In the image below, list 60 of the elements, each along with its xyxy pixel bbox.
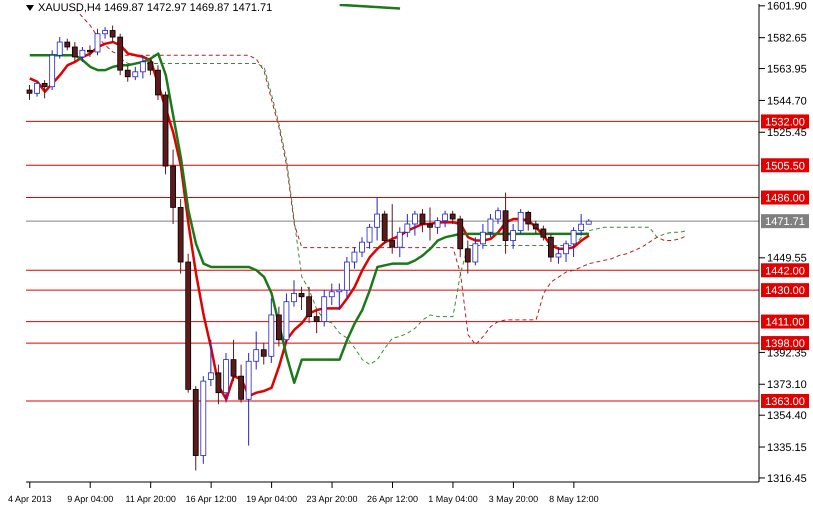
ref-line-label: 1442.00 (765, 265, 805, 278)
x-tick-label: 3 May 20:00 (488, 494, 538, 504)
candlestick (42, 80, 48, 99)
ref-line-label: 1486.00 (765, 192, 805, 205)
candlestick (336, 283, 342, 310)
ref-line-label: 1505.50 (765, 160, 805, 172)
candlestick (132, 66, 138, 81)
x-tick-label: 26 Apr 12:00 (366, 494, 418, 504)
candlestick (56, 36, 63, 60)
candlestick (396, 226, 403, 258)
candlestick (450, 210, 456, 224)
candlestick (525, 210, 532, 232)
candlestick (72, 42, 78, 62)
x-tick-label: 8 May 12:00 (549, 494, 599, 504)
y-tick-label: 1601.90 (767, 0, 807, 13)
y-tick-label: 1392.35 (767, 347, 807, 360)
x-tick-label: 11 Apr 20:00 (126, 494, 176, 504)
chart-title: XAUUSD,H4 1469.87 1472.97 1469.87 1471.71 (38, 2, 272, 14)
x-tick-label: 4 Apr 2013 (8, 494, 52, 504)
candlestick (64, 38, 70, 51)
candlestick (328, 283, 335, 306)
y-tick-label: 1373.10 (767, 379, 807, 392)
y-tick-label: 1449.55 (767, 252, 807, 265)
candlestick (404, 214, 410, 238)
candlestick (208, 339, 214, 387)
candlestick (412, 210, 418, 236)
y-tick-label: 1525.45 (767, 127, 807, 140)
candlestick (260, 342, 267, 366)
candlestick (79, 46, 86, 62)
y-tick-label: 1335.15 (767, 442, 807, 454)
candlestick (518, 208, 524, 234)
candlestick (26, 84, 32, 100)
x-tick-label: 9 Apr 04:00 (67, 494, 114, 504)
y-tick-label: 1354.40 (767, 410, 807, 422)
ref-line-label: 1430.00 (765, 285, 805, 298)
candlestick (510, 223, 516, 250)
candlestick (34, 81, 40, 98)
candlestick (532, 220, 539, 234)
candlestick (464, 240, 471, 274)
y-tick-label: 1563.95 (767, 63, 807, 76)
x-tick-label: 1 May 04:00 (428, 494, 478, 504)
candlestick (389, 204, 396, 254)
candlestick (110, 25, 116, 43)
y-tick-label: 1316.45 (767, 472, 807, 485)
ref-line-label: 1532.00 (765, 116, 805, 128)
candlestick (472, 236, 478, 266)
candlestick (253, 330, 260, 370)
candlestick (314, 309, 320, 334)
y-tick-label: 1582.65 (767, 32, 807, 45)
candlestick (124, 64, 131, 82)
candlestick (216, 364, 222, 405)
x-tick-label: 16 Apr 12:00 (186, 494, 237, 504)
ref-line-label: 1363.00 (765, 396, 805, 408)
x-tick-label: 19 Apr 04:00 (246, 494, 298, 504)
candlestick (87, 44, 93, 58)
ref-line-label: 1411.00 (766, 316, 804, 329)
ref-line-label: 1471.71 (765, 216, 805, 228)
candlestick (140, 54, 146, 79)
y-tick-label: 1544.70 (767, 95, 807, 108)
x-tick-label: 23 Apr 20:00 (306, 494, 358, 504)
